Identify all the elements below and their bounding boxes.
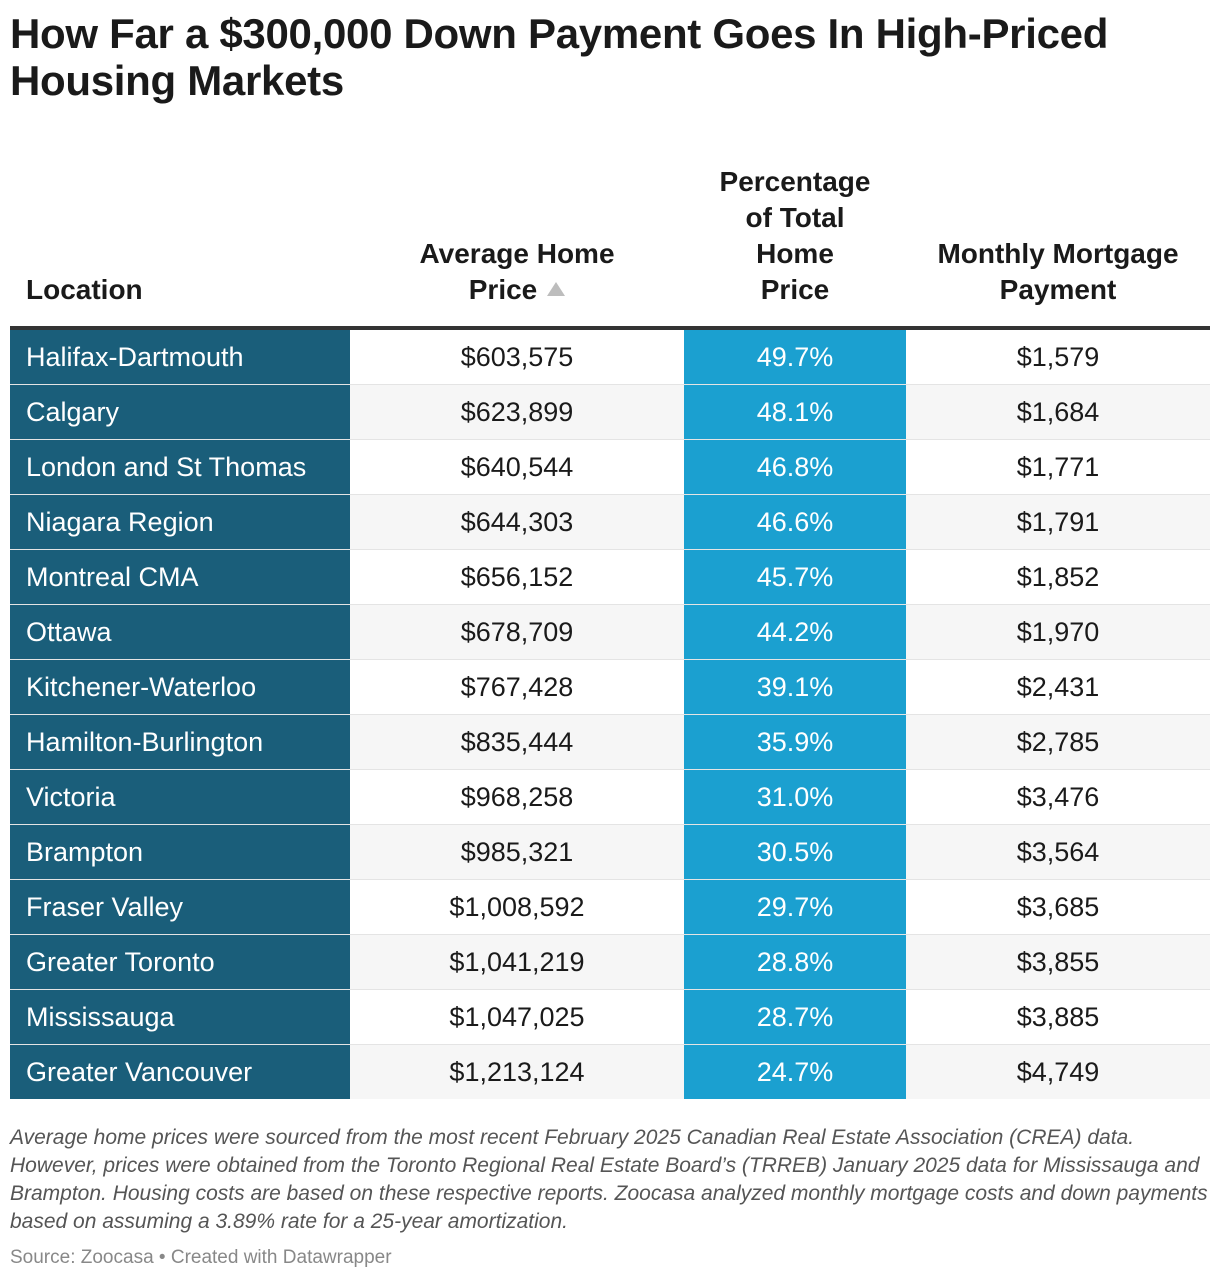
table-row: Greater Vancouver $1,213,124 24.7% $4,749 — [10, 1045, 1210, 1099]
column-header-payment-line1: Monthly Mortgage — [937, 238, 1179, 269]
table-row: Montreal CMA $656,152 45.7% $1,852 — [10, 550, 1210, 605]
cell-average-home-price: $1,041,219 — [449, 947, 585, 977]
cell-monthly-payment: $3,685 — [1016, 892, 1100, 922]
column-header-price[interactable]: Average Home Price — [350, 236, 684, 308]
cell-percentage-of-price: 45.7% — [684, 550, 906, 604]
cell-average-home-price: $767,428 — [460, 672, 574, 702]
chart-source: Source: Zoocasa • Created with Datawrapp… — [10, 1247, 392, 1268]
chart-title: How Far a $300,000 Down Payment Goes In … — [10, 10, 1109, 104]
column-header-percentage-line1: Percentage — [719, 166, 871, 197]
column-header-percentage-line2: of Total — [745, 202, 845, 233]
cell-monthly-payment: $1,791 — [1016, 507, 1100, 537]
cell-monthly-payment: $3,855 — [1016, 947, 1100, 977]
column-header-payment[interactable]: Monthly Mortgage Payment — [906, 236, 1210, 308]
cell-location: Hamilton-Burlington — [10, 715, 350, 769]
cell-location: Niagara Region — [10, 495, 350, 549]
table-row: Hamilton-Burlington $835,444 35.9% $2,785 — [10, 715, 1210, 770]
cell-monthly-payment: $3,564 — [1016, 837, 1100, 867]
cell-percentage-of-price: 30.5% — [684, 825, 906, 879]
table-row: Fraser Valley $1,008,592 29.7% $3,685 — [10, 880, 1210, 935]
column-header-percentage-line4: Price — [760, 274, 830, 305]
column-header-payment-line2: Payment — [999, 274, 1117, 305]
table-header: Location Average Home Price Percentage o… — [10, 160, 1210, 330]
cell-monthly-payment: $3,885 — [1016, 1002, 1100, 1032]
cell-monthly-payment: $1,684 — [1016, 397, 1100, 427]
cell-location: Calgary — [10, 385, 350, 439]
cell-monthly-payment: $4,749 — [1016, 1057, 1100, 1087]
table-row: Niagara Region $644,303 46.6% $1,791 — [10, 495, 1210, 550]
table-row: Victoria $968,258 31.0% $3,476 — [10, 770, 1210, 825]
cell-monthly-payment: $1,579 — [1016, 342, 1100, 372]
cell-average-home-price: $1,008,592 — [449, 892, 585, 922]
cell-monthly-payment: $2,785 — [1016, 727, 1100, 757]
column-header-percentage-line3: Home — [756, 238, 834, 269]
cell-percentage-of-price: 48.1% — [684, 385, 906, 439]
cell-location: Mississauga — [10, 990, 350, 1044]
cell-percentage-of-price: 44.2% — [684, 605, 906, 659]
cell-average-home-price: $644,303 — [460, 507, 574, 537]
cell-location: Greater Vancouver — [10, 1045, 350, 1099]
cell-average-home-price: $656,152 — [460, 562, 574, 592]
table-row: Brampton $985,321 30.5% $3,564 — [10, 825, 1210, 880]
cell-monthly-payment: $1,771 — [1016, 452, 1100, 482]
cell-location: Fraser Valley — [10, 880, 350, 934]
table-row: Ottawa $678,709 44.2% $1,970 — [10, 605, 1210, 660]
chart-notes: Average home prices were sourced from th… — [10, 1126, 1208, 1233]
cell-average-home-price: $1,047,025 — [449, 1002, 585, 1032]
sort-ascending-icon[interactable] — [547, 282, 566, 296]
column-header-price-line2-text: Price — [468, 274, 538, 305]
table-row: Halifax-Dartmouth $603,575 49.7% $1,579 — [10, 330, 1210, 385]
cell-monthly-payment: $1,852 — [1016, 562, 1100, 592]
cell-location: Ottawa — [10, 605, 350, 659]
column-header-location-label: Location — [26, 274, 143, 305]
cell-monthly-payment: $3,476 — [1016, 782, 1100, 812]
table-body: Halifax-Dartmouth $603,575 49.7% $1,579 Calg… — [10, 330, 1210, 1099]
cell-average-home-price: $678,709 — [460, 617, 574, 647]
table-row: London and St Thomas $640,544 46.8% $1,771 — [10, 440, 1210, 495]
cell-location: Brampton — [10, 825, 350, 879]
table-row: Greater Toronto $1,041,219 28.8% $3,855 — [10, 935, 1210, 990]
cell-percentage-of-price: 28.8% — [684, 935, 906, 989]
cell-average-home-price: $623,899 — [460, 397, 574, 427]
cell-average-home-price: $835,444 — [460, 727, 574, 757]
cell-average-home-price: $603,575 — [460, 342, 574, 372]
cell-percentage-of-price: 49.7% — [684, 330, 906, 384]
cell-average-home-price: $640,544 — [460, 452, 574, 482]
cell-average-home-price: $1,213,124 — [449, 1057, 585, 1087]
data-table: Location Average Home Price Percentage o… — [10, 160, 1210, 1099]
table-row: Mississauga $1,047,025 28.7% $3,885 — [10, 990, 1210, 1045]
cell-location: Victoria — [10, 770, 350, 824]
cell-location: Kitchener-Waterloo — [10, 660, 350, 714]
cell-percentage-of-price: 39.1% — [684, 660, 906, 714]
cell-location: Montreal CMA — [10, 550, 350, 604]
cell-percentage-of-price: 24.7% — [684, 1045, 906, 1099]
cell-average-home-price: $968,258 — [460, 782, 574, 812]
column-header-price-line1: Average Home — [419, 238, 615, 269]
column-header-percentage[interactable]: Percentage of Total Home Price — [684, 164, 906, 308]
cell-percentage-of-price: 46.8% — [684, 440, 906, 494]
cell-average-home-price: $985,321 — [460, 837, 574, 867]
cell-percentage-of-price: 29.7% — [684, 880, 906, 934]
cell-percentage-of-price: 35.9% — [684, 715, 906, 769]
cell-monthly-payment: $1,970 — [1016, 617, 1100, 647]
cell-location: Halifax-Dartmouth — [10, 330, 350, 384]
cell-monthly-payment: $2,431 — [1016, 672, 1100, 702]
table-row: Calgary $623,899 48.1% $1,684 — [10, 385, 1210, 440]
cell-percentage-of-price: 46.6% — [684, 495, 906, 549]
cell-percentage-of-price: 28.7% — [684, 990, 906, 1044]
column-header-location[interactable]: Location — [26, 272, 346, 308]
cell-location: Greater Toronto — [10, 935, 350, 989]
column-header-price-line2: Price — [350, 272, 684, 308]
cell-location: London and St Thomas — [10, 440, 350, 494]
table-row: Kitchener-Waterloo $767,428 39.1% $2,431 — [10, 660, 1210, 715]
cell-percentage-of-price: 31.0% — [684, 770, 906, 824]
